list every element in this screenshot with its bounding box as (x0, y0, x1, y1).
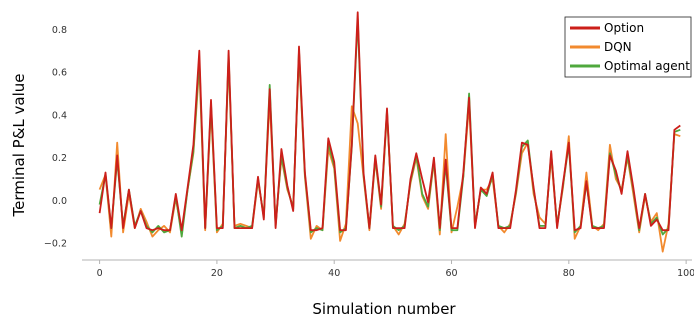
y-tick-label: −0.2 (44, 239, 67, 250)
y-tick-label: 0.4 (52, 110, 67, 121)
legend-label-dqn: DQN (604, 40, 632, 54)
y-tick-label: 0.0 (52, 196, 67, 207)
x-axis-title: Simulation number (312, 300, 456, 318)
y-axis-title: Terminal P&L value (10, 74, 28, 218)
series-lines (98, 11, 681, 253)
y-tick-label: 0.2 (52, 153, 67, 164)
x-tick-label: 100 (677, 268, 694, 279)
x-axis-ticks: 0 20 40 60 80 100 (97, 260, 694, 279)
legend-label-option: Option (604, 21, 644, 35)
x-tick-label: 40 (328, 268, 340, 279)
y-tick-label: 0.8 (52, 25, 67, 36)
x-tick-label: 80 (563, 268, 575, 279)
x-tick-label: 60 (445, 268, 457, 279)
legend-label-optimal-agent: Optimal agent (604, 59, 690, 73)
series-line-option (98, 11, 681, 232)
x-tick-label: 0 (97, 268, 103, 279)
legend: Option DQN Optimal agent (564, 16, 692, 78)
y-tick-label: 0.6 (52, 68, 67, 79)
x-tick-label: 20 (211, 268, 223, 279)
y-axis-ticks: −0.2 0.0 0.2 0.4 0.6 0.8 (44, 25, 67, 250)
